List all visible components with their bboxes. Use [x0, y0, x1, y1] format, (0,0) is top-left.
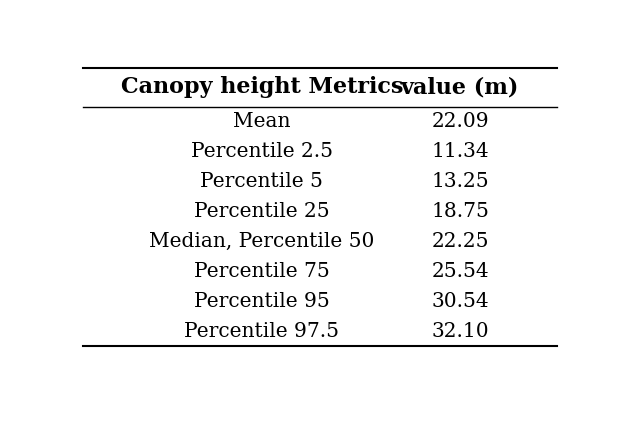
- Text: Percentile 25: Percentile 25: [194, 202, 329, 221]
- Text: 13.25: 13.25: [431, 172, 489, 191]
- Text: 25.54: 25.54: [431, 261, 489, 281]
- Text: 11.34: 11.34: [431, 142, 489, 161]
- Text: value (m): value (m): [401, 76, 519, 98]
- Text: Mean: Mean: [233, 112, 291, 131]
- Text: Percentile 5: Percentile 5: [200, 172, 323, 191]
- Text: Percentile 95: Percentile 95: [194, 292, 329, 311]
- Text: Canopy height Metrics: Canopy height Metrics: [120, 76, 403, 98]
- Text: 18.75: 18.75: [431, 202, 489, 221]
- Text: 22.25: 22.25: [431, 232, 489, 251]
- Text: Percentile 97.5: Percentile 97.5: [184, 321, 339, 340]
- Text: 22.09: 22.09: [431, 112, 489, 131]
- Text: Median, Percentile 50: Median, Percentile 50: [149, 232, 374, 251]
- Text: Percentile 75: Percentile 75: [194, 261, 329, 281]
- Text: 30.54: 30.54: [431, 292, 489, 311]
- Text: 32.10: 32.10: [431, 321, 489, 340]
- Text: Percentile 2.5: Percentile 2.5: [191, 142, 333, 161]
